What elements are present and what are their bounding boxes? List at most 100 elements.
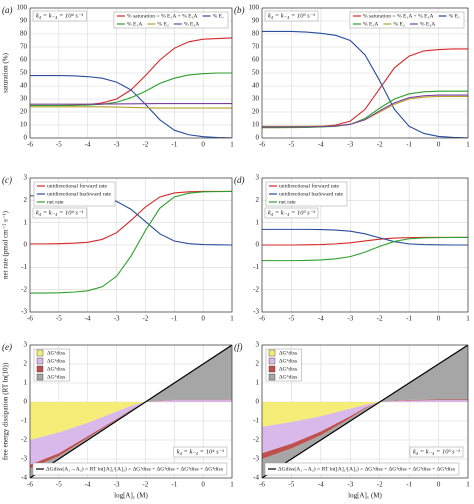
legend-item: % E₁A: [116, 21, 142, 27]
plot-area: [30, 190, 232, 294]
y-tick-label: -2: [253, 436, 259, 444]
y-tick-label: 1: [24, 218, 28, 226]
data-line: [262, 236, 468, 246]
y-axis-label: free energy dissipation (RT ln(10)): [2, 362, 10, 460]
legend-item: unidirectional backward rate: [269, 191, 344, 197]
legend-label: % E₂: [157, 21, 168, 27]
x-tick-label: 0: [437, 141, 441, 149]
y-tick-label: 20: [252, 108, 260, 116]
x-tick-label: -2: [143, 481, 149, 489]
legend-label: ΔG¹diss: [47, 350, 65, 356]
legend-label: net rate: [47, 199, 64, 205]
y-tick-label: 10: [252, 121, 260, 129]
legend-item: % E₂: [383, 21, 405, 27]
y-tick-label: -3: [253, 455, 259, 463]
x-tick-label: -4: [318, 141, 324, 149]
legend-swatch: [36, 349, 44, 357]
annotation-box: [32, 207, 87, 219]
y-tick-label: 10: [20, 121, 28, 129]
legend-label: % saturation = % E₁A + % E₂A: [363, 13, 434, 19]
annotation-box: [409, 446, 464, 458]
y-tick-label: 60: [252, 56, 260, 64]
legend-item: ΔG¹diss: [268, 349, 297, 357]
legend-item: ΔG²diss: [36, 357, 65, 365]
data-line: [262, 48, 468, 129]
y-tick-label: 50: [252, 69, 260, 77]
legend-label: % saturation = % E₁A + % E₂A: [127, 13, 198, 19]
y-tick-label: -4: [253, 474, 259, 482]
x-tick-label: -3: [114, 315, 120, 323]
legend-item: net rate: [37, 199, 64, 205]
y-tick-label: 100: [249, 4, 260, 12]
annotation: k₄ = k₋₄ = 10⁴ s⁻¹: [36, 209, 83, 216]
x-tick-label: 0: [201, 141, 205, 149]
y-tick-label: 50: [20, 69, 28, 77]
y-tick-label: 80: [252, 30, 260, 38]
x-tick-label: 1: [466, 481, 470, 489]
x-axis-label: log[A]₁ (M): [114, 492, 148, 500]
legend-label: % E₂: [393, 21, 404, 27]
panel: (b) 0 10 20 30 40 50 60 70 80 90 100 -6 -5 -4 -3 -2 -1 0 1%…: [234, 4, 470, 149]
x-tick-label: -5: [56, 315, 62, 323]
y-tick-label: 20: [20, 108, 28, 116]
legend-label: net rate: [279, 199, 296, 205]
data-line: [30, 103, 232, 105]
y-tick-label: 90: [252, 17, 260, 25]
axes-frame: [261, 344, 469, 479]
legend-label: ΔG⁴diss: [279, 374, 297, 380]
data-line: [30, 75, 232, 138]
legend-swatch: [268, 349, 276, 357]
data-line: [262, 345, 468, 478]
y-tick-label: 70: [252, 43, 260, 51]
y-tick-label: 1: [24, 379, 28, 387]
y-tick-label: 0: [24, 134, 28, 142]
panel-label: (e): [2, 342, 12, 352]
plot-area: [262, 228, 468, 262]
y-tick-label: 1: [256, 379, 260, 387]
legend-item: net rate: [269, 199, 296, 205]
x-tick-label: -6: [27, 481, 33, 489]
data-line: [262, 236, 468, 262]
x-tick-label: 0: [437, 315, 441, 323]
legend: % saturation = % E₁A + % E₂A % E₁ % E₁A % E…: [349, 11, 465, 29]
data-area: [262, 402, 468, 427]
y-tick-label: 40: [20, 82, 28, 90]
legend-item: ΔG¹diss: [36, 349, 65, 357]
data-area: [30, 402, 232, 440]
y-tick-label: -2: [21, 285, 27, 293]
data-line: [30, 345, 232, 478]
y-tick-label: 2: [256, 360, 260, 368]
legend-item: unidirectional backward rate: [37, 191, 112, 197]
annotation: k₄ = k₋₄ = 10³ s⁻¹: [268, 12, 315, 19]
y-tick-label: 0: [256, 241, 260, 249]
x-tick-label: 0: [201, 315, 205, 323]
legend-item: ΔG³diss: [36, 365, 65, 373]
legend-box: [265, 181, 348, 207]
x-tick-label: -1: [406, 315, 412, 323]
legend-swatch: [36, 357, 44, 365]
plot-area: [262, 30, 468, 138]
y-tick-label: 3: [256, 174, 260, 182]
legend-item: ΔG²diss: [268, 357, 297, 365]
panel: (c) -3 -2 -1 0 1 2 3 -6 -5 -4 -3 -2 -1 0 1 net rate (pmo…: [2, 174, 235, 323]
panel: (a) 0 10 20 30 40 50 60 70 80 90 100 -6 -5 -4 -3 -2 -1 0 1 s…: [2, 4, 235, 149]
legend-swatch: [268, 357, 276, 365]
y-tick-label: -3: [253, 308, 259, 316]
panel-label: (c): [2, 175, 12, 185]
plot-area: [262, 345, 468, 478]
x-tick-label: -4: [85, 315, 91, 323]
y-tick-label: -3: [21, 455, 27, 463]
panel-label: (f): [234, 342, 243, 352]
legend-item: % E₁: [438, 13, 460, 19]
y-tick-label: 0: [24, 241, 28, 249]
legend-item: % E₂A: [409, 21, 435, 27]
x-tick-label: 1: [230, 141, 234, 149]
x-tick-label: -5: [289, 141, 295, 149]
legend-label: unidirectional backward rate: [47, 191, 112, 197]
legend-label: ΔGdiss(A₁→A₂) = RT ln([A]₁/[A]₂) = ΔG¹di…: [278, 465, 455, 472]
axes-frame: [29, 177, 233, 313]
legend-swatch: [36, 365, 44, 373]
legend-item: % E₂: [147, 21, 169, 27]
legend: unidirectional forward rate unidirectiona…: [33, 181, 116, 207]
